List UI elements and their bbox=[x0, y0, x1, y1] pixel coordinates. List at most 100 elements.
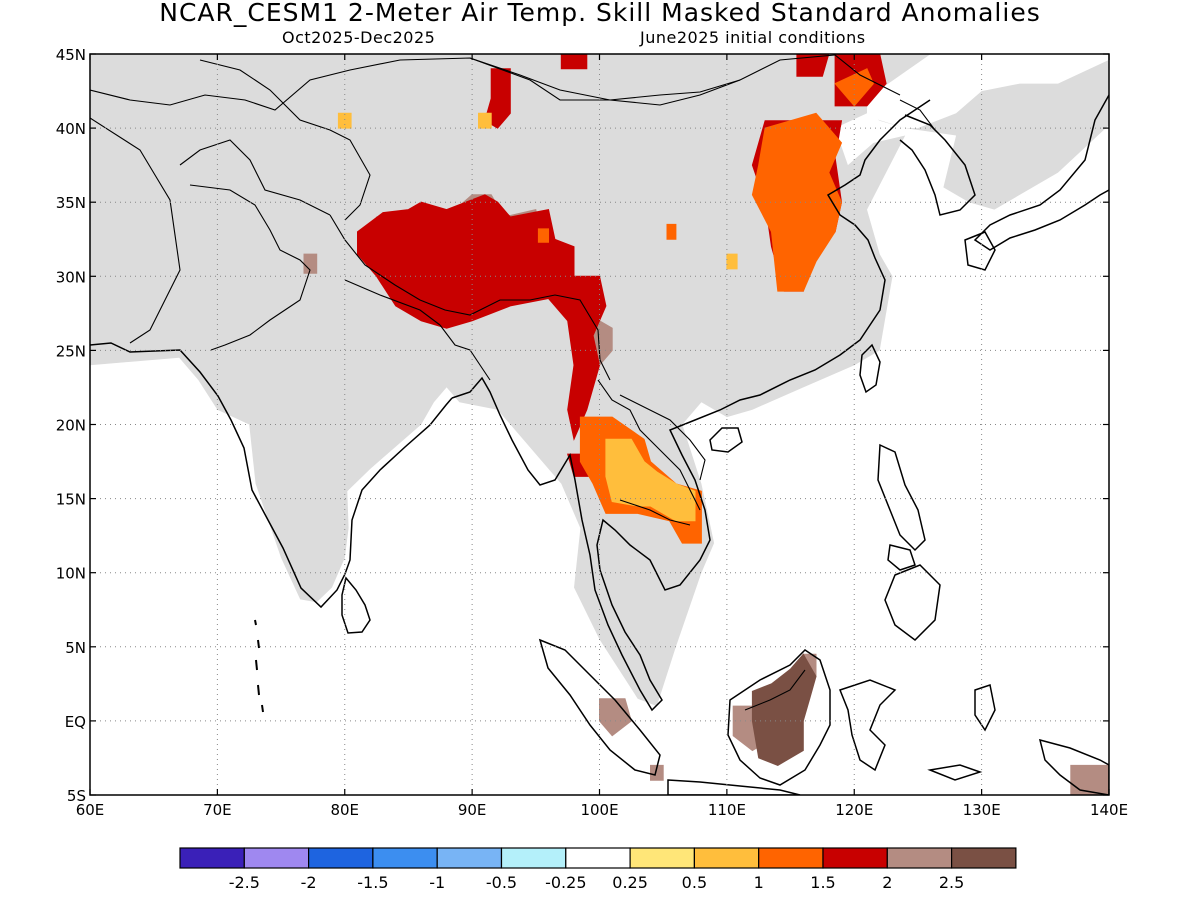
anomaly-patch bbox=[650, 764, 664, 781]
lat-label: 10N bbox=[56, 565, 86, 583]
coastline-maldives bbox=[254, 619, 264, 713]
colorbar-swatch bbox=[565, 847, 631, 869]
anomaly-patch bbox=[357, 194, 607, 441]
anomaly-patch bbox=[726, 253, 738, 270]
coastline-hainan bbox=[709, 427, 743, 453]
border-laos-vietnam bbox=[619, 394, 706, 481]
colorbar-swatch bbox=[372, 847, 438, 869]
lat-label: 45N bbox=[56, 46, 86, 64]
colorbar-label: -2 bbox=[301, 873, 317, 892]
coastline-new-guinea bbox=[1038, 738, 1109, 795]
lon-label: 100E bbox=[580, 801, 618, 819]
colorbar-label: -0.25 bbox=[545, 873, 586, 892]
lat-label: 5N bbox=[65, 639, 86, 657]
border-nepal bbox=[344, 279, 441, 326]
forecast-period: Oct2025-Dec2025 bbox=[282, 28, 436, 47]
border-cambodia bbox=[619, 499, 691, 526]
border-myanmar-thai bbox=[597, 379, 701, 511]
anomaly-patch bbox=[537, 228, 549, 243]
colorbar-label: 1 bbox=[754, 873, 764, 892]
colorbar-label: 0.5 bbox=[682, 873, 707, 892]
colorbar-label: -0.5 bbox=[486, 873, 517, 892]
anomaly-patch bbox=[751, 112, 843, 292]
anomaly-patch bbox=[303, 253, 318, 274]
coastline-halmahera bbox=[974, 684, 996, 732]
coastline-japan bbox=[973, 94, 1109, 251]
lat-label: 15N bbox=[56, 491, 86, 509]
colorbar-label: 2.5 bbox=[939, 873, 964, 892]
lat-label: EQ bbox=[65, 713, 86, 731]
colorbar-swatch bbox=[243, 847, 310, 869]
coastline-sulawesi bbox=[839, 679, 897, 772]
coastline-myanmar-malaya bbox=[451, 99, 931, 712]
colorbar-label: -2.5 bbox=[229, 873, 260, 892]
colorbar-label: -1 bbox=[429, 873, 445, 892]
colorbar-swatch bbox=[758, 847, 824, 869]
anomaly-layer bbox=[303, 54, 1109, 795]
lat-label: 5S bbox=[67, 787, 86, 805]
colorbar-label: 0.25 bbox=[612, 873, 648, 892]
coastline-timor bbox=[927, 764, 983, 781]
border-iran-pakistan bbox=[90, 117, 181, 344]
lon-label: 130E bbox=[963, 801, 1001, 819]
anomaly-patch bbox=[751, 653, 817, 766]
colorbar-swatch bbox=[886, 847, 953, 869]
border-korea bbox=[899, 99, 936, 131]
colorbar-swatch bbox=[950, 847, 1017, 869]
colorbar-swatch bbox=[693, 847, 760, 869]
border-central-asia-2 bbox=[199, 59, 371, 221]
coastline-korea bbox=[899, 114, 976, 216]
lon-label: 60E bbox=[76, 801, 105, 819]
anomaly-patch bbox=[796, 54, 830, 77]
coastline-taiwan bbox=[859, 343, 881, 394]
lon-label: 120E bbox=[835, 801, 873, 819]
lat-lon-grid bbox=[90, 54, 1109, 795]
coastline-sri-lanka bbox=[341, 576, 371, 634]
anomaly-patch bbox=[599, 698, 632, 737]
coastline-kyushu bbox=[964, 231, 996, 271]
colorbar-swatch bbox=[629, 847, 695, 869]
border-central-asia bbox=[90, 54, 901, 111]
coastline-india bbox=[90, 342, 453, 609]
axes: 60E 70E 80E 90E 100E 110E 120E 130E 140E 45N 40N 35… bbox=[56, 46, 1128, 819]
colorbar-swatch bbox=[500, 847, 567, 869]
coastline-sumatra bbox=[538, 638, 661, 776]
initial-conditions: June2025 initial conditions bbox=[640, 28, 866, 47]
lon-label: 140E bbox=[1090, 801, 1128, 819]
chart-title: NCAR_CESM1 2-Meter Air Temp. Skill Maske… bbox=[159, 0, 1041, 27]
border-borneo bbox=[744, 669, 806, 711]
border-mongolia bbox=[469, 57, 741, 101]
lat-label: 30N bbox=[56, 268, 86, 286]
anomaly-patch bbox=[605, 438, 696, 522]
colorbar-legend: -2.5 -2 -1.5 -1 -0.5 -0.25 0.25 0.5 1 1.5 2 2.5 bbox=[179, 847, 1017, 892]
colorbar-swatch bbox=[179, 847, 245, 869]
anomaly-patch bbox=[478, 112, 492, 129]
lat-label: 35N bbox=[56, 194, 86, 212]
colorbar-swatch bbox=[308, 847, 374, 869]
coastline-luzon bbox=[877, 443, 926, 552]
coastline-mindanao bbox=[884, 564, 941, 641]
coastline-borneo bbox=[727, 649, 831, 786]
border-afghanistan bbox=[179, 139, 331, 216]
colorbar-label: 1.5 bbox=[810, 873, 835, 892]
colorbar-swatch bbox=[822, 847, 888, 869]
lon-label: 80E bbox=[330, 801, 359, 819]
colorbar-label: -1.5 bbox=[357, 873, 388, 892]
anomaly-patch bbox=[834, 68, 874, 107]
lat-label: 40N bbox=[56, 120, 86, 138]
lat-label: 20N bbox=[56, 417, 86, 435]
coastline-java bbox=[667, 779, 801, 795]
lat-label: 25N bbox=[56, 342, 86, 360]
lon-label: 110E bbox=[708, 801, 746, 819]
coastlines bbox=[90, 94, 1109, 795]
anomaly-patch bbox=[1070, 764, 1109, 795]
colorbar-label: 2 bbox=[882, 873, 892, 892]
colorbar-swatch bbox=[436, 847, 503, 869]
lon-label: 70E bbox=[203, 801, 232, 819]
lon-label: 90E bbox=[458, 801, 487, 819]
anomaly-patch bbox=[337, 112, 352, 129]
anomaly-patch bbox=[666, 223, 677, 240]
anomaly-patch bbox=[560, 54, 588, 70]
coastline-visayas bbox=[887, 544, 916, 571]
